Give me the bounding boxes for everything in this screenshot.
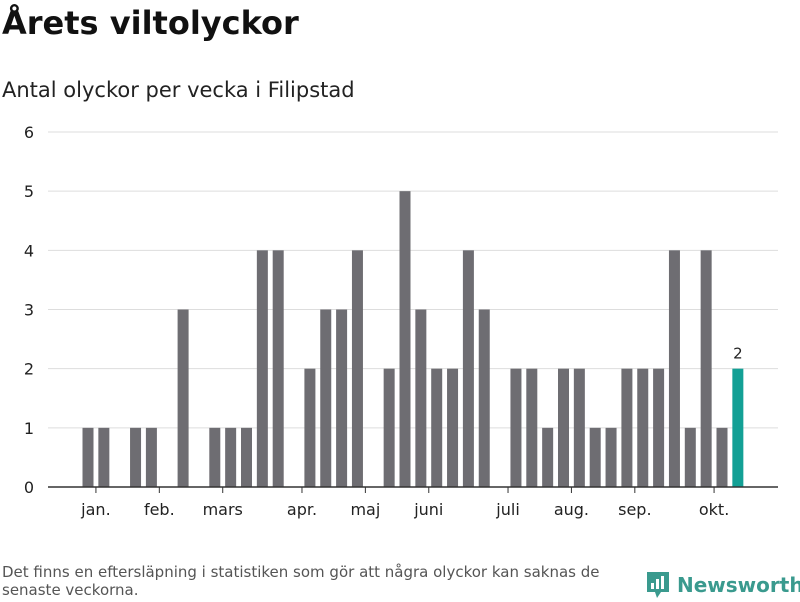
- bar: [225, 427, 237, 487]
- bar: [209, 427, 221, 487]
- brand-logo[interactable]: Newsworthy: [645, 568, 800, 602]
- bar: [684, 427, 696, 487]
- bar: [558, 368, 569, 487]
- bar: [621, 368, 633, 487]
- bar: [177, 309, 189, 487]
- x-tick-label: sep.: [618, 500, 651, 519]
- bar: [82, 427, 94, 487]
- bar: [542, 427, 554, 487]
- bar: [573, 368, 585, 487]
- x-tick-label: jan.: [80, 500, 110, 519]
- bar: [605, 427, 617, 487]
- newsworthy-logo-icon: [647, 572, 669, 598]
- footnote: Det finns en eftersläpning i statistiken…: [2, 563, 600, 599]
- bar: [653, 368, 665, 487]
- bar: [145, 427, 157, 487]
- y-tick-label: 6: [24, 123, 34, 142]
- chart-subtitle: Antal olyckor per vecka i Filipstad: [2, 78, 355, 102]
- bar: [320, 309, 332, 487]
- brand-name: Newsworthy: [677, 573, 800, 597]
- x-tick-label: okt.: [699, 500, 729, 519]
- bar: [415, 309, 427, 487]
- x-tick-label: aug.: [554, 500, 589, 519]
- x-tick-label: maj: [350, 500, 380, 519]
- chart-title: Årets viltolyckor: [2, 4, 299, 42]
- bar: [383, 368, 395, 487]
- y-tick-label: 1: [24, 419, 34, 438]
- y-tick-label: 0: [24, 478, 34, 497]
- bar: [272, 250, 284, 487]
- bar: [716, 427, 728, 487]
- bar: [447, 368, 459, 487]
- bar: [478, 309, 490, 487]
- bar: [351, 250, 363, 487]
- bar: [304, 368, 316, 487]
- bar-highlight: [732, 368, 744, 487]
- y-tick-label: 2: [24, 360, 34, 379]
- bar: [399, 191, 411, 487]
- bar: [431, 368, 443, 487]
- bar: [637, 368, 649, 487]
- bar: [668, 250, 680, 487]
- bar: [241, 427, 252, 487]
- bar-chart: 0 1 2 3 4 5 6 2 jan. feb. mars apr. maj juni juli aug. s…: [24, 123, 778, 519]
- bar: [130, 427, 142, 487]
- x-tick-label: apr.: [287, 500, 317, 519]
- bar: [462, 250, 474, 487]
- bar: [256, 250, 268, 487]
- y-tick-label: 3: [24, 301, 34, 320]
- bar: [98, 427, 110, 487]
- x-tick-label: juli: [495, 500, 519, 519]
- bar: [526, 368, 538, 487]
- y-tick-label: 5: [24, 182, 34, 201]
- x-tick-label: feb.: [144, 500, 175, 519]
- data-label: 2: [733, 345, 743, 363]
- x-tick-label: juni: [413, 500, 443, 519]
- bar: [510, 368, 522, 487]
- bar: [589, 427, 601, 487]
- bar: [700, 250, 712, 487]
- x-tick-label: mars: [203, 500, 243, 519]
- bar: [336, 309, 348, 487]
- y-tick-label: 4: [24, 241, 34, 260]
